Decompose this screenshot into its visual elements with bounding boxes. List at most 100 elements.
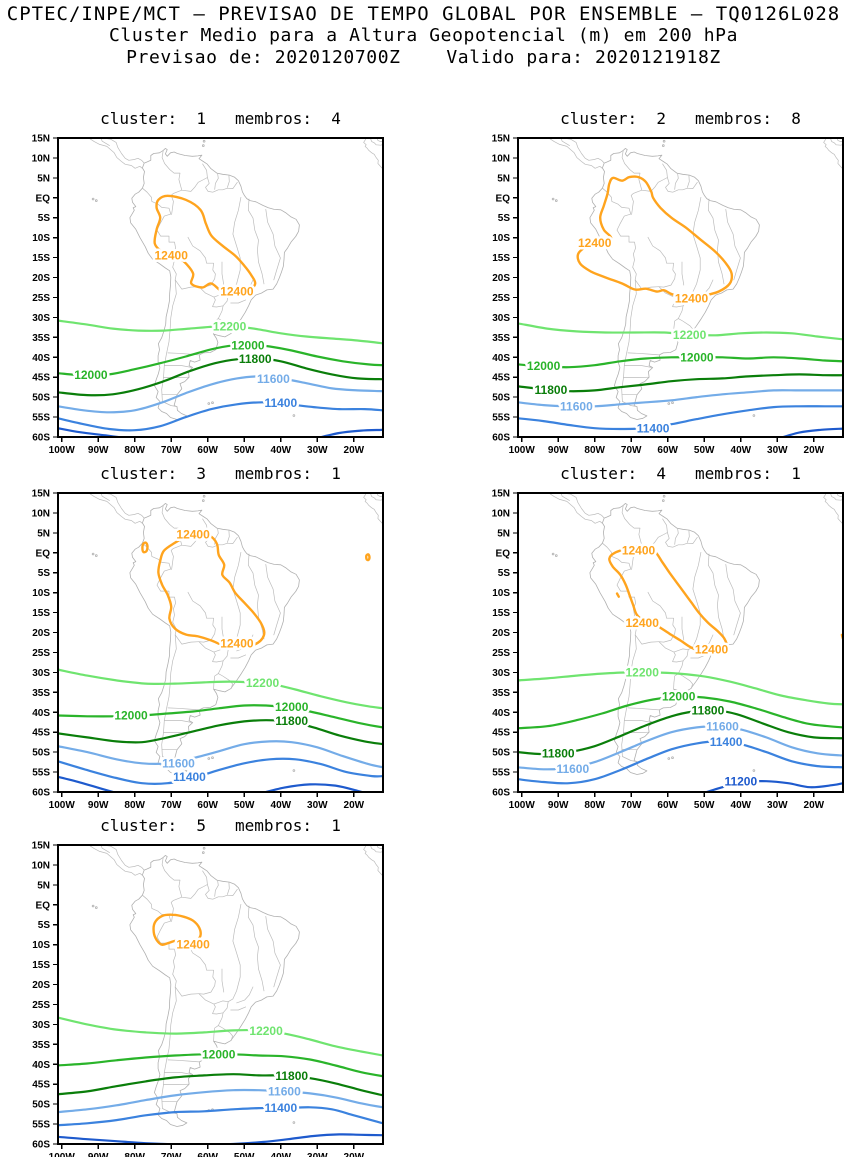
contour-label-11600: 11600 [706,720,739,734]
lon-tick-label: 20W [344,1152,365,1157]
contour-12400 [365,553,371,562]
lat-tick-label: 55S [492,413,510,424]
lon-tick-label: 30W [767,800,788,811]
lat-tick-label: 20S [32,628,50,639]
contour-11200 [58,427,125,437]
lon-tick-label: 70W [161,800,182,811]
lon-tick-label: 80W [584,800,605,811]
lat-tick-label: 30S [492,668,510,679]
lat-tick-label: 45S [492,728,510,739]
lat-tick-label: 20S [32,980,50,991]
contour-11800 [58,357,383,397]
lat-tick-label: 30S [32,1020,50,1031]
lat-tick-label: 60S [492,433,510,444]
lon-tick-label: 50W [234,1152,255,1157]
lat-tick-label: 25S [32,648,50,659]
axes: 15N 10N 5N EQ 5S 10S 15S 20S 25S 30S 35S 40S 45S 50S 5… [492,489,825,812]
lon-tick-label: 30W [307,800,328,811]
basemap [89,845,383,1127]
panel-title-cluster-4: cluster: 4 membros: 1 [560,464,801,483]
axes: 15N 10N 5N EQ 5S 10S 15S 20S 25S 30S 35S 40S 45S 50S 5… [492,134,825,457]
lat-tick-label: 25S [492,293,510,304]
map-frame [517,492,844,793]
contour-11400 [58,401,383,432]
contour-label-12400: 12400 [622,543,656,557]
contour-label-12200: 12200 [213,320,247,334]
lon-tick-label: 100W [49,445,76,456]
lat-tick-label: 50S [32,393,50,404]
lon-tick-label: 60W [657,445,678,456]
contour-11400 [58,757,383,785]
lat-tick-label: 55S [32,768,50,779]
lat-tick-label: 40S [492,708,510,719]
lat-tick-label: 10S [492,233,510,244]
contour-label-11400: 11400 [710,735,743,749]
lon-tick-label: 90W [88,1152,109,1157]
contour-12200 [58,668,383,710]
basemap [89,138,383,420]
contour-label-12400: 12400 [176,528,210,542]
lat-tick-label: 25S [32,293,50,304]
lon-tick-label: 40W [271,1152,292,1157]
lat-tick-label: 15S [32,608,50,619]
contours: 1240012400124001220012000118001180011600… [518,541,843,792]
lat-tick-label: 10N [32,860,50,871]
lat-tick-label: 40S [492,353,510,364]
contour-label-12400: 12400 [695,642,729,656]
contour-11200 [58,1133,383,1144]
contour-label-11800: 11800 [275,714,308,728]
contour-label-11800: 11800 [542,746,575,760]
lat-tick-label: 5N [497,173,510,184]
lon-tick-label: 30W [307,1152,328,1157]
contour-label-12200: 12200 [246,676,280,690]
contour-label-12400: 12400 [220,285,254,299]
contour-12200 [518,671,843,706]
lon-tick-label: 90W [548,445,569,456]
contour-label-12400: 12400 [220,636,254,650]
contour-12000 [58,1053,383,1078]
contour-label-12200: 12200 [673,328,707,342]
lat-tick-label: 15N [492,134,510,145]
axes: 15N 10N 5N EQ 5S 10S 15S 20S 25S 30S 35S 40S 45S 50S 5… [32,134,365,457]
contour-label-11400: 11400 [173,770,206,784]
contour-label-11400: 11400 [264,1101,297,1115]
contour-label-12000: 12000 [662,689,696,703]
lon-tick-label: 80W [584,445,605,456]
lat-tick-label: 5N [37,880,50,891]
lon-tick-label: 20W [344,445,365,456]
lat-tick-label: EQ [36,548,51,559]
lat-tick-label: 20S [32,273,50,284]
panel-title-cluster-2: cluster: 2 membros: 8 [560,109,801,128]
lat-tick-label: 60S [32,1140,50,1151]
lat-tick-label: 50S [32,1100,50,1111]
contour-label-12000: 12000 [527,359,561,373]
lon-tick-label: 80W [124,800,145,811]
contour-label-12000: 12000 [74,368,108,382]
contour-11600 [518,389,843,408]
lat-tick-label: EQ [36,900,51,911]
basemap [89,493,383,775]
lon-tick-label: 40W [271,800,292,811]
lon-tick-label: 60W [197,800,218,811]
lat-tick-label: 55S [32,413,50,424]
contour-11800 [58,719,383,746]
axes: 15N 10N 5N EQ 5S 10S 15S 20S 25S 30S 35S 40S 45S 50S 5… [32,841,365,1157]
lat-tick-label: 15N [32,489,50,500]
contour-label-11400: 11400 [264,396,297,410]
contour-label-11600: 11600 [162,756,195,770]
lat-tick-label: 40S [32,1060,50,1071]
lat-tick-label: EQ [496,548,511,559]
contour-11400 [518,740,843,785]
lat-tick-label: 60S [32,788,50,799]
panel-title-cluster-5: cluster: 5 membros: 1 [100,816,341,835]
contour-11400 [58,1106,383,1127]
lon-tick-label: 70W [161,1152,182,1157]
lat-tick-label: 5N [497,528,510,539]
panel-map-cluster-3: 1240012400122001200012000118001160011400… [32,489,384,811]
lat-tick-label: 15S [492,253,510,264]
contour-label-12000: 12000 [114,709,148,723]
